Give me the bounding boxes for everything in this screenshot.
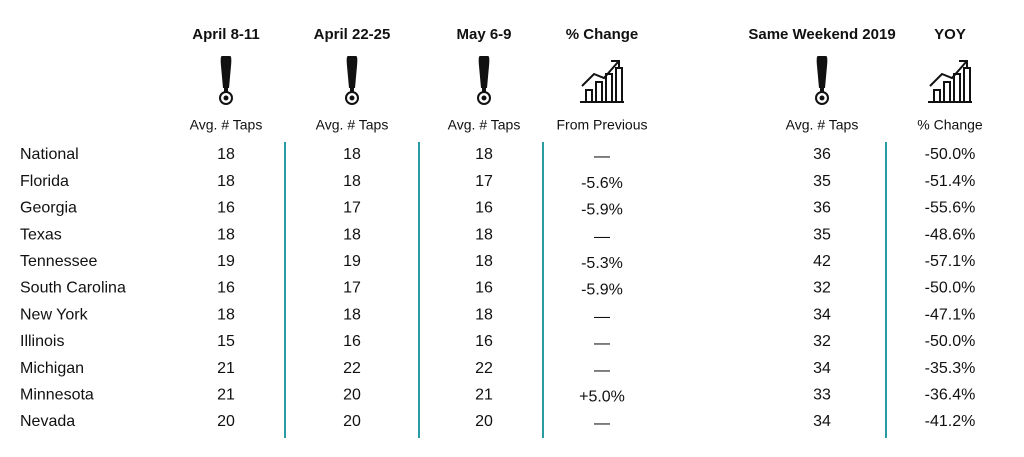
cell: 18	[475, 253, 493, 270]
cell: 35	[813, 173, 831, 190]
cell: 34	[813, 306, 831, 323]
cell: -50.0%	[925, 146, 976, 163]
cell: 17	[343, 200, 361, 217]
row-label: Michigan	[20, 360, 84, 377]
column-subheader: From Previous	[556, 117, 647, 133]
cell: 21	[217, 360, 235, 377]
cell: -36.4%	[925, 387, 976, 404]
cell: 18	[343, 226, 361, 243]
cell: 19	[343, 253, 361, 270]
cell: 20	[217, 413, 235, 430]
cell: 20	[343, 387, 361, 404]
column-header: % Change	[566, 26, 639, 43]
growth-icon	[579, 60, 625, 103]
cell: 16	[217, 200, 235, 217]
cell: -5.9%	[581, 202, 623, 219]
cell: —	[594, 335, 610, 352]
cell: 33	[813, 387, 831, 404]
cell: —	[594, 415, 610, 432]
cell: 18	[343, 306, 361, 323]
cell: 18	[217, 306, 235, 323]
row-label: Tennessee	[20, 253, 97, 270]
cell: 22	[475, 360, 493, 377]
cell: -57.1%	[925, 253, 976, 270]
cell: -50.0%	[925, 333, 976, 350]
cell: -41.2%	[925, 413, 976, 430]
column-header: YOY	[934, 26, 966, 43]
cell: +5.0%	[579, 389, 625, 406]
tap-icon	[219, 55, 233, 105]
row-label: Florida	[20, 173, 69, 190]
column-header: April 8-11	[192, 26, 260, 43]
cell: 34	[813, 360, 831, 377]
row-label: South Carolina	[20, 280, 126, 297]
cell: 36	[813, 146, 831, 163]
row-label: Illinois	[20, 333, 64, 350]
cell: 15	[217, 333, 235, 350]
cell: 17	[343, 280, 361, 297]
cell: 16	[343, 333, 361, 350]
tap-icon	[345, 55, 359, 105]
cell: -5.6%	[581, 175, 623, 192]
cell: 18	[343, 173, 361, 190]
cell: -5.9%	[581, 282, 623, 299]
cell: 20	[343, 413, 361, 430]
cell: 42	[813, 253, 831, 270]
column-header: April 22-25	[314, 26, 391, 43]
column-subheader: Avg. # Taps	[786, 117, 859, 133]
cell: 21	[217, 387, 235, 404]
tap-icon	[815, 55, 829, 105]
row-label: Nevada	[20, 413, 75, 430]
cell: 18	[217, 173, 235, 190]
column-subheader: Avg. # Taps	[190, 117, 263, 133]
row-label: Texas	[20, 226, 62, 243]
cell: 21	[475, 387, 493, 404]
cell: 36	[813, 200, 831, 217]
cell: 18	[475, 306, 493, 323]
cell: 19	[217, 253, 235, 270]
cell: 16	[217, 280, 235, 297]
cell: 18	[475, 226, 493, 243]
cell: 32	[813, 333, 831, 350]
cell: 18	[217, 226, 235, 243]
cell: 18	[343, 146, 361, 163]
cell: 16	[475, 200, 493, 217]
cell: -47.1%	[925, 306, 976, 323]
cell: —	[594, 148, 610, 165]
cell: 22	[343, 360, 361, 377]
cell: 16	[475, 280, 493, 297]
cell: 34	[813, 413, 831, 430]
cell: -50.0%	[925, 280, 976, 297]
cell: 18	[475, 146, 493, 163]
cell: —	[594, 362, 610, 379]
cell: 17	[475, 173, 493, 190]
cell: -48.6%	[925, 226, 976, 243]
row-label: National	[20, 146, 79, 163]
column-header: May 6-9	[456, 26, 511, 43]
cell: 35	[813, 226, 831, 243]
column-header: Same Weekend 2019	[748, 26, 895, 43]
column-subheader: Avg. # Taps	[316, 117, 389, 133]
cell: 18	[217, 146, 235, 163]
cell: 20	[475, 413, 493, 430]
cell: -35.3%	[925, 360, 976, 377]
cell: -55.6%	[925, 200, 976, 217]
tap-icon	[477, 55, 491, 105]
column-subheader: Avg. # Taps	[448, 117, 521, 133]
column-subheader: % Change	[917, 117, 983, 133]
row-label: Georgia	[20, 200, 77, 217]
cell: -5.3%	[581, 255, 623, 272]
row-label: New York	[20, 306, 89, 323]
cell: 32	[813, 280, 831, 297]
cell: —	[594, 228, 610, 245]
cell: -51.4%	[925, 173, 976, 190]
cell: 16	[475, 333, 493, 350]
cell: —	[594, 308, 610, 325]
row-label: Minnesota	[20, 387, 94, 404]
growth-icon	[927, 60, 973, 103]
